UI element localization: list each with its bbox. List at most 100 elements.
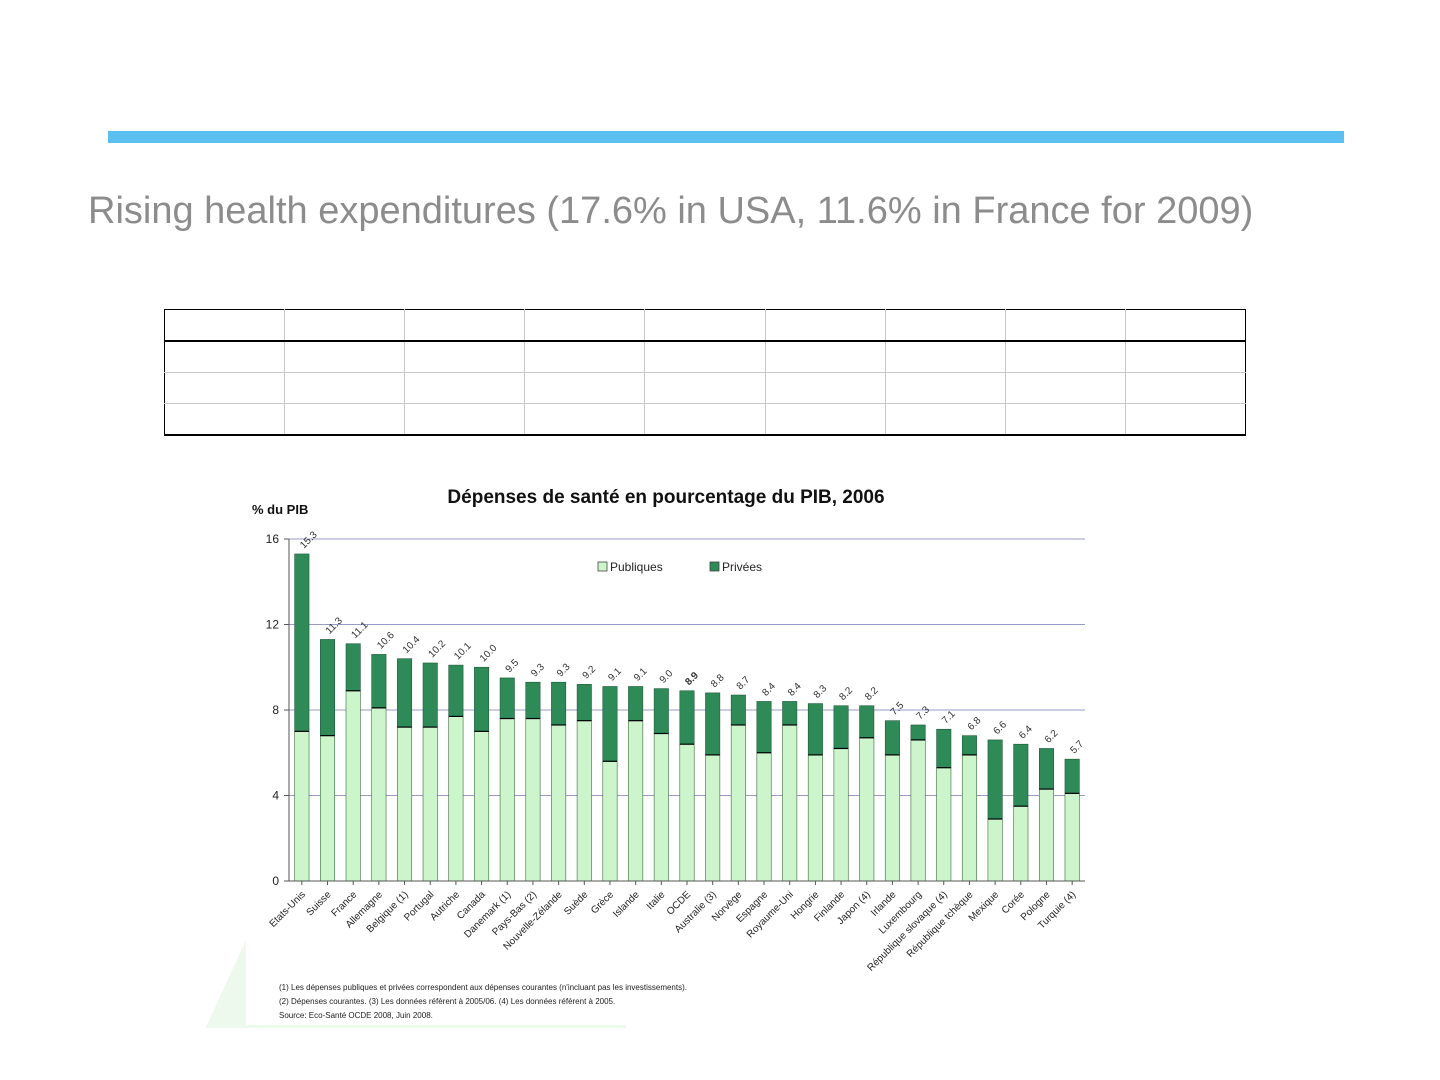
bar-privees: [833, 705, 849, 749]
table-cell: [284, 309, 406, 342]
bar-privees: [679, 690, 695, 745]
bar-publiques: [833, 748, 849, 882]
category-label: Etats-Unis: [268, 889, 308, 929]
table-row: [163, 403, 1247, 436]
table-cell: [644, 372, 766, 404]
table-cell: [284, 340, 406, 373]
table-cell: [163, 403, 286, 436]
bar-privees: [910, 724, 926, 741]
table-cell: [884, 372, 1006, 404]
value-label: 10.0: [478, 643, 500, 665]
table-cell: [524, 403, 646, 436]
table-cell: [163, 340, 286, 373]
bar-publiques: [807, 754, 823, 882]
table-cell: [284, 403, 406, 436]
table-cell: [524, 340, 646, 373]
bar-privees: [961, 735, 977, 756]
bar-privees: [1038, 748, 1054, 790]
y-tick-label: 4: [272, 789, 279, 803]
bar-publiques: [782, 724, 798, 882]
bar-publiques: [1038, 788, 1054, 882]
bar-privees: [628, 686, 644, 721]
bar-privees: [936, 728, 952, 769]
legend-label: Privées: [722, 560, 762, 574]
value-label: 7.5: [889, 700, 907, 718]
bar-publiques: [1013, 805, 1029, 882]
bar-publiques: [397, 726, 413, 882]
bar-privees: [730, 694, 746, 726]
value-label: 9.3: [555, 661, 573, 679]
bar-privees: [551, 681, 567, 726]
bar-privees: [1064, 758, 1080, 794]
value-label: 11.3: [324, 615, 345, 636]
bar-publiques: [628, 720, 644, 882]
value-label: 9.1: [632, 666, 650, 684]
bar-publiques: [730, 724, 746, 882]
footnote: (1) Les dépenses publiques et privées co…: [279, 983, 687, 992]
value-label: 9.5: [504, 657, 522, 675]
bar-publiques: [961, 754, 977, 882]
category-label: Royaume-Uni: [745, 889, 796, 940]
bar-privees: [782, 701, 798, 726]
legend-swatch: [709, 561, 720, 572]
bar-publiques: [936, 767, 952, 882]
title-accent-bar: [108, 131, 1344, 143]
value-label: 8.4: [760, 681, 778, 699]
table-cell: [1124, 309, 1247, 342]
bar-privees: [884, 720, 900, 756]
value-label: 10.2: [427, 638, 449, 660]
category-label: Suède: [562, 889, 591, 918]
bar-publiques: [422, 726, 438, 882]
footnote: Source: Eco-Santé OCDE 2008, Juin 2008.: [279, 1011, 433, 1020]
bar-publiques: [1064, 793, 1080, 882]
category-label: Islande: [611, 889, 642, 920]
value-label: 6.2: [1043, 728, 1061, 746]
bar-publiques: [551, 724, 567, 882]
bar-privees: [499, 677, 515, 719]
table-cell: [884, 403, 1006, 436]
value-label: 6.8: [966, 715, 984, 733]
table-cell: [1004, 372, 1126, 404]
category-label: Italie: [645, 889, 668, 912]
table-cell: [644, 309, 766, 342]
value-label: 8.4: [786, 681, 804, 699]
value-label: 5.7: [1069, 738, 1087, 756]
bar-privees: [448, 664, 464, 717]
value-label: 8.7: [735, 674, 753, 692]
bar-publiques: [345, 690, 361, 882]
bar-publiques: [448, 716, 464, 882]
value-label: 6.6: [991, 719, 1009, 737]
bar-privees: [320, 639, 336, 736]
health-spending-chart: Dépenses de santé en pourcentage du PIB,…: [252, 487, 1087, 1020]
table-cell: [404, 372, 526, 404]
table-cell: [764, 372, 886, 404]
value-label: 15.3: [298, 529, 320, 551]
decorative-triangle: [206, 940, 626, 1028]
y-tick-label: 8: [272, 703, 279, 717]
bar-publiques: [474, 731, 490, 882]
value-label: 10.1: [452, 640, 474, 662]
table-cell: [884, 309, 1006, 342]
bar-privees: [807, 703, 823, 756]
table-row: [163, 309, 1247, 342]
y-tick-label: 12: [266, 618, 280, 632]
table-cell: [884, 340, 1006, 373]
value-label: 7.1: [940, 708, 958, 726]
bar-publiques: [756, 752, 772, 882]
bar-publiques: [499, 718, 515, 882]
bar-publiques: [987, 818, 1003, 882]
legend-label: Publiques: [610, 560, 663, 574]
table-cell: [764, 403, 886, 436]
value-label: 9.0: [658, 668, 676, 686]
bar-privees: [525, 681, 541, 719]
bar-publiques: [884, 754, 900, 882]
table-cell: [644, 403, 766, 436]
table-cell: [404, 309, 526, 342]
value-label: 8.3: [812, 683, 830, 701]
bar-privees: [474, 666, 490, 732]
value-label: 9.1: [606, 666, 624, 684]
bar-privees: [422, 662, 438, 728]
bar-publiques: [320, 735, 336, 882]
bar-publiques: [910, 739, 926, 882]
table-cell: [1124, 340, 1247, 373]
